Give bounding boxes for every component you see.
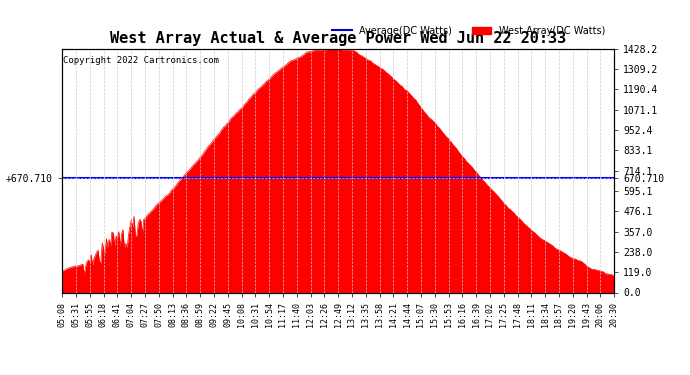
Text: Copyright 2022 Cartronics.com: Copyright 2022 Cartronics.com [63,56,219,65]
Title: West Array Actual & Average Power Wed Jun 22 20:33: West Array Actual & Average Power Wed Ju… [110,31,566,46]
Legend: Average(DC Watts), West Array(DC Watts): Average(DC Watts), West Array(DC Watts) [328,22,609,40]
